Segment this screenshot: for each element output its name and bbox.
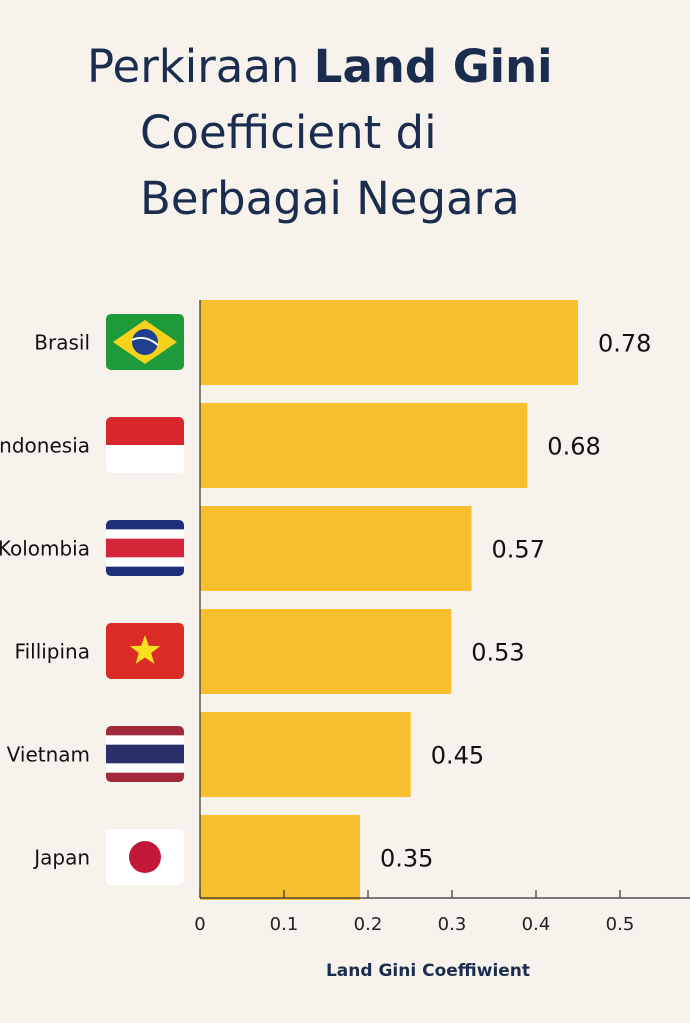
japan-flag-icon — [106, 829, 184, 885]
flags-group — [106, 314, 184, 885]
bar-indonesia — [200, 403, 528, 488]
value-label: 0.57 — [492, 536, 545, 564]
x-tick-label: 0.2 — [354, 914, 383, 935]
bar-brasil — [200, 300, 578, 385]
category-label: Vietnam — [7, 743, 90, 767]
value-label: 0.53 — [471, 639, 524, 667]
title-line-1: Perkiraan Land Gini — [87, 36, 553, 98]
title-line-2: Coefficient di — [140, 106, 437, 159]
value-label: 0.68 — [547, 433, 600, 461]
x-tick-label: 0.3 — [438, 914, 467, 935]
x-tick-label: 0 — [194, 914, 205, 935]
title-line-3: Berbagai Negara — [140, 172, 520, 225]
x-axis-title: Land Gini Coeffiwient — [326, 961, 530, 981]
bar-fillipina — [200, 609, 452, 694]
bar-japan — [200, 815, 360, 900]
brazil-flag-icon — [106, 314, 184, 370]
x-tick-label: 0.1 — [270, 914, 299, 935]
x-tick-label: 0.5 — [606, 914, 635, 935]
bar-kolombia — [200, 506, 472, 591]
title-prefix: Perkiraan — [87, 40, 314, 93]
vietnam-flag-icon — [106, 623, 184, 679]
value-label: 0.78 — [598, 330, 651, 358]
category-label: Brasil — [34, 331, 90, 355]
category-labels: Brasil Indonesia Kolombia Fillipina Vietnam J… — [0, 331, 90, 870]
bar-vietnam — [200, 712, 411, 797]
indonesia-flag-icon — [106, 417, 184, 473]
category-label: Kolombia — [0, 537, 90, 561]
x-tick-label: 0.4 — [522, 914, 551, 935]
category-label: Indonesia — [0, 434, 90, 458]
title-bold: Land Gini — [313, 40, 553, 93]
thailand-flag-icon — [106, 726, 184, 782]
x-ticks: 00.10.20.30.40.50.6 — [194, 890, 690, 935]
category-label: Japan — [32, 846, 90, 870]
category-label: Fillipina — [15, 640, 90, 664]
colombia-flag-icon — [106, 520, 184, 576]
value-label: 0.35 — [380, 845, 433, 873]
value-labels: 0.78 0.68 0.57 0.53 0.45 0.35 — [380, 330, 651, 873]
value-label: 0.45 — [431, 742, 484, 770]
bars-group — [200, 300, 578, 900]
